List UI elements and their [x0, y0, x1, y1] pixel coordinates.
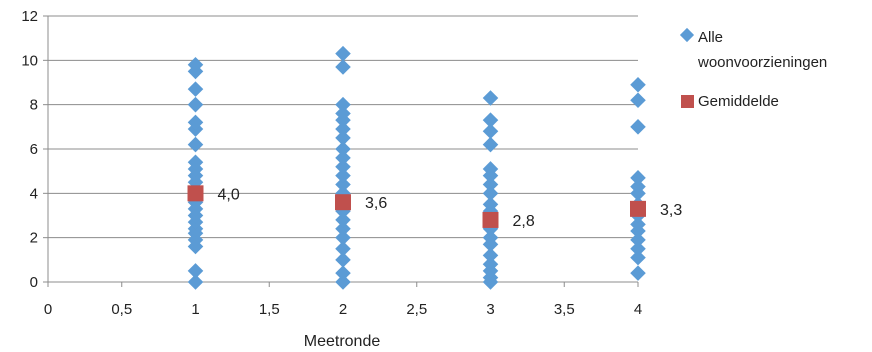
- data-point-diamond: [630, 265, 646, 281]
- data-point-diamond: [335, 96, 351, 113]
- data-labels: 4,0 3,6 2,8 3,3: [218, 186, 683, 230]
- x-tick-label: 4: [634, 301, 642, 318]
- data-point-diamond: [335, 130, 351, 146]
- x-axis-label: Meetronde: [304, 333, 381, 350]
- legend-marker-diamond: [679, 27, 695, 43]
- data-point-diamond: [187, 81, 204, 97]
- data-point-diamond: [187, 154, 204, 171]
- x-tick-label: 2: [339, 301, 347, 318]
- data-point-diamond: [630, 92, 646, 109]
- legend-label-gemiddelde: Gemiddelde: [698, 93, 779, 110]
- data-point-diamond: [187, 274, 204, 290]
- data-point-diamond: [482, 161, 499, 177]
- data-point-diamond: [335, 59, 351, 75]
- series-alle-woonvoorzieningen: [187, 45, 646, 290]
- data-point-diamond: [187, 263, 204, 279]
- data-point-diamond: [482, 136, 499, 153]
- x-tick-label: 1,5: [259, 301, 280, 318]
- x-tick-label: 0: [44, 301, 52, 318]
- data-point-diamond: [335, 150, 351, 166]
- series-gemiddelde: [187, 185, 646, 228]
- y-tick-label: 12: [21, 8, 38, 25]
- x-tick-label: 1: [191, 301, 199, 318]
- legend: Alle woonvoorzieningen Gemiddelde: [679, 27, 827, 110]
- data-point-diamond: [335, 141, 351, 157]
- data-point-diamond: [482, 185, 499, 202]
- legend-label-woonvoorzieningen: woonvoorzieningen: [697, 54, 827, 71]
- y-tick-label: 2: [30, 230, 38, 247]
- data-point-diamond: [335, 167, 351, 184]
- y-tick-label: 6: [30, 141, 38, 158]
- data-point-diamond: [335, 45, 351, 62]
- data-point-diamond: [630, 178, 646, 195]
- y-tick-label: 8: [30, 97, 38, 114]
- data-point-diamond: [482, 229, 499, 246]
- data-point-diamond: [630, 119, 646, 135]
- x-tick-label: 0,5: [111, 301, 132, 318]
- data-point-diamond: [335, 265, 351, 281]
- data-point-diamond: [187, 96, 204, 113]
- data-point-diamond: [482, 112, 499, 128]
- data-point-diamond: [482, 90, 499, 106]
- data-point-diamond: [335, 240, 351, 257]
- y-tick-label: 4: [30, 185, 38, 202]
- y-tick-labels: 0 2 4 6 8 10 12: [21, 8, 38, 291]
- data-point-diamond: [187, 114, 204, 131]
- data-label: 3,3: [660, 202, 682, 219]
- legend-item-gemiddelde: Gemiddelde: [681, 93, 779, 110]
- data-label: 3,6: [365, 195, 387, 212]
- data-point-diamond: [187, 56, 204, 73]
- legend-label-alle: Alle: [698, 29, 723, 46]
- data-point-square: [630, 200, 646, 217]
- data-point-diamond: [630, 240, 646, 257]
- data-label: 2,8: [513, 213, 535, 230]
- data-point-diamond: [187, 136, 204, 153]
- data-point-square: [335, 194, 351, 211]
- legend-marker-square: [681, 95, 694, 108]
- data-point-diamond: [482, 196, 499, 213]
- x-tick-label: 3: [486, 301, 494, 318]
- x-tick-labels: 0 0,5 1 1,5 2 2,5 3 3,5 4: [44, 301, 642, 318]
- data-point-diamond: [482, 176, 499, 193]
- data-point-square: [482, 211, 499, 228]
- data-point-diamond: [335, 229, 351, 246]
- data-point-diamond: [630, 232, 646, 248]
- data-point-diamond: [335, 221, 351, 237]
- legend-item-alle: Alle woonvoorzieningen: [679, 27, 827, 71]
- data-point-diamond: [630, 170, 646, 186]
- data-label: 4,0: [218, 186, 240, 203]
- data-point-diamond: [630, 216, 646, 233]
- data-point-diamond: [335, 176, 351, 193]
- data-point-diamond: [335, 158, 351, 175]
- y-tick-label: 10: [21, 52, 38, 69]
- data-point-diamond: [630, 76, 646, 93]
- data-point-diamond: [335, 252, 351, 268]
- x-tick-label: 2,5: [406, 301, 427, 318]
- data-point-square: [187, 185, 204, 202]
- x-tick-label: 3,5: [554, 301, 575, 318]
- data-point-diamond: [335, 212, 351, 228]
- y-tick-label: 0: [30, 274, 38, 291]
